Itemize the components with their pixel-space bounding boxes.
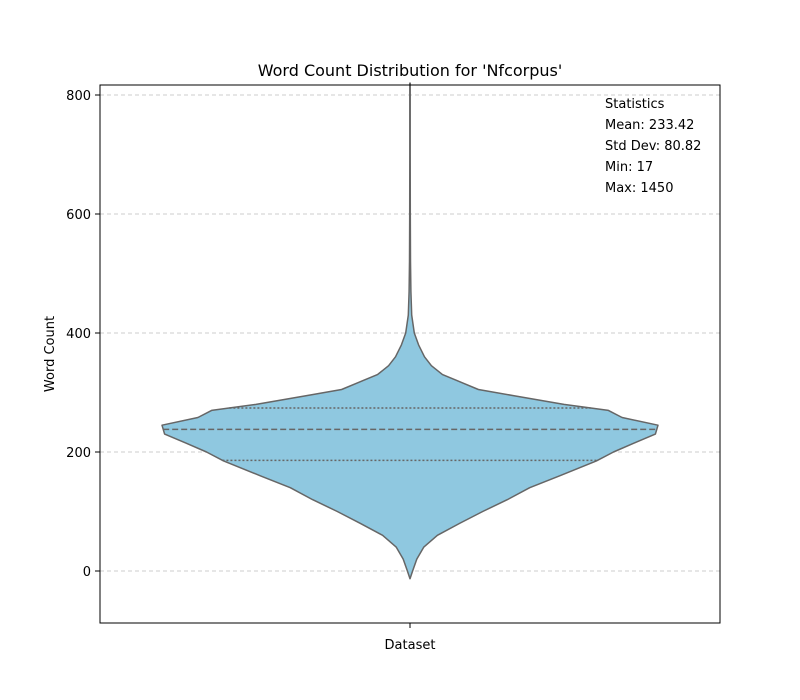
y-axis-label: Word Count — [43, 316, 58, 392]
chart-title: Word Count Distribution for 'Nfcorpus' — [258, 61, 563, 80]
statistics-entry: Max: 1450 — [605, 181, 673, 196]
y-tick-label: 800 — [66, 89, 91, 104]
statistics-entry: Mean: 233.42 — [605, 118, 694, 133]
y-tick-label: 600 — [66, 208, 91, 223]
y-tick-label: 200 — [66, 446, 91, 461]
y-tick-label: 0 — [83, 565, 91, 580]
violin-body — [161, 82, 659, 580]
x-axis-label: Dataset — [385, 638, 436, 653]
statistics-entry: Min: 17 — [605, 160, 653, 175]
violin-group — [161, 82, 659, 580]
statistics-entry: Std Dev: 80.82 — [605, 139, 701, 154]
statistics-box: Statistics Mean: 233.42 Std Dev: 80.82 Min… — [605, 97, 701, 196]
statistics-title: Statistics — [605, 97, 665, 112]
y-axis-ticks: 0 200 400 600 800 — [66, 89, 100, 580]
y-tick-label: 400 — [66, 327, 91, 342]
